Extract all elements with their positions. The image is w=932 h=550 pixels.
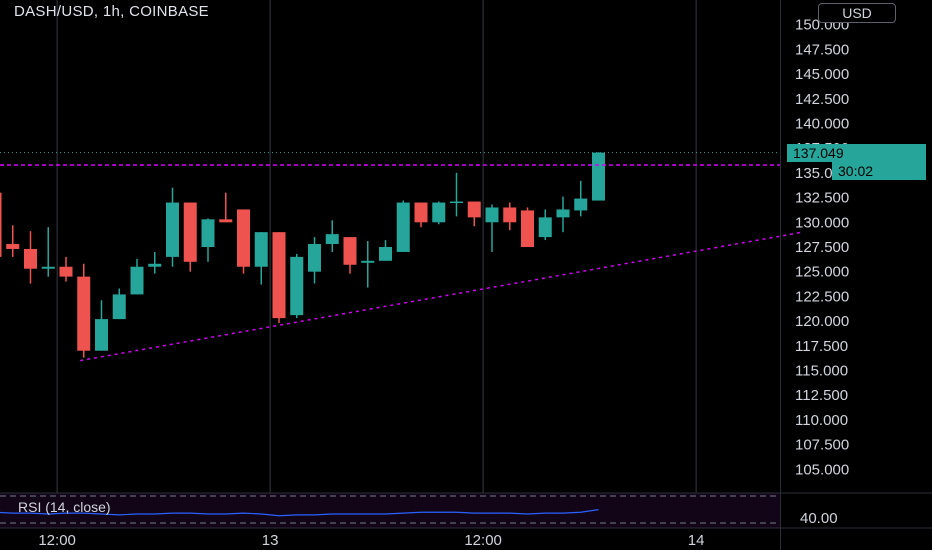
candle-body (219, 219, 233, 223)
price-axis-label: 147.500 (795, 41, 849, 58)
time-axis-label: 12:00 (38, 532, 76, 549)
price-axis-label: 110.000 (795, 412, 848, 429)
candle-body (59, 266, 73, 277)
price-axis-label: 142.500 (795, 91, 849, 108)
rsi-background (0, 493, 780, 528)
candle-body (130, 266, 144, 295)
candle-body (237, 209, 250, 267)
candle-body (538, 217, 552, 238)
price-axis-label: 115.000 (795, 362, 848, 379)
candle-body (95, 319, 108, 351)
price-axis-label: 107.500 (795, 437, 849, 454)
candle-body (183, 202, 197, 262)
candle-body (272, 232, 286, 319)
candle-body (41, 266, 55, 269)
price-axis: 150.000147.500145.000142.500140.000137.5… (780, 0, 849, 550)
price-axis-label: 105.000 (795, 461, 849, 478)
price-axis-label: 112.500 (795, 387, 848, 404)
grid (56, 0, 697, 528)
price-axis-label: 120.000 (795, 313, 849, 330)
candle-body (396, 202, 410, 252)
candle-body (432, 202, 446, 223)
candle-body (556, 209, 570, 218)
bar-countdown-label: 30:02 (832, 161, 926, 180)
candle-body (308, 244, 321, 272)
price-axis-label: 117.500 (795, 338, 848, 355)
candle-body (24, 248, 37, 269)
rsi-pane: 40.00 (0, 492, 932, 528)
time-axis-label: 13 (262, 532, 279, 549)
rsi-line (0, 509, 599, 517)
candle-body (503, 207, 517, 223)
drawings (0, 152, 803, 362)
candle-body (379, 246, 392, 261)
price-axis-label: 125.000 (795, 264, 849, 281)
candle-body (166, 202, 179, 257)
time-axis: 12:00 13 12:00 14 (0, 527, 932, 549)
price-axis-label: 132.500 (795, 190, 849, 207)
candle-body (148, 263, 162, 267)
last-price-label: 137.049 (787, 143, 926, 162)
candle-body (521, 210, 534, 247)
candle-body (201, 219, 215, 247)
candle-body (467, 201, 481, 218)
price-axis-label: 122.500 (795, 288, 849, 305)
candle-body (254, 232, 268, 267)
candle-body (343, 237, 357, 265)
rsi-axis-label: 40.00 (800, 510, 838, 527)
candles (0, 152, 605, 358)
price-axis-label: 127.500 (795, 239, 849, 256)
candle-body (592, 152, 605, 201)
price-axis-label: 130.000 (795, 214, 849, 231)
rsi-label: RSI (14, close) (18, 499, 111, 515)
time-axis-label: 14 (688, 532, 705, 549)
candle-body (0, 192, 2, 257)
symbol-title: DASH/USD, 1h, COINBASE (14, 3, 209, 20)
candle-body (6, 244, 20, 249)
candle-body (112, 294, 126, 320)
currency-button[interactable]: USD (818, 3, 896, 23)
candle-body (450, 201, 463, 204)
candle-body (290, 256, 304, 316)
time-axis-label: 12:00 (464, 532, 502, 549)
candle-body (361, 260, 375, 263)
candle-body (485, 207, 499, 223)
candle-body (77, 276, 91, 351)
price-axis-label: 140.000 (795, 115, 849, 132)
price-axis-label: 145.000 (795, 66, 849, 83)
candle-body (574, 198, 588, 211)
candle-body (414, 202, 428, 223)
trend-line (80, 231, 803, 362)
candle-body (325, 234, 339, 245)
